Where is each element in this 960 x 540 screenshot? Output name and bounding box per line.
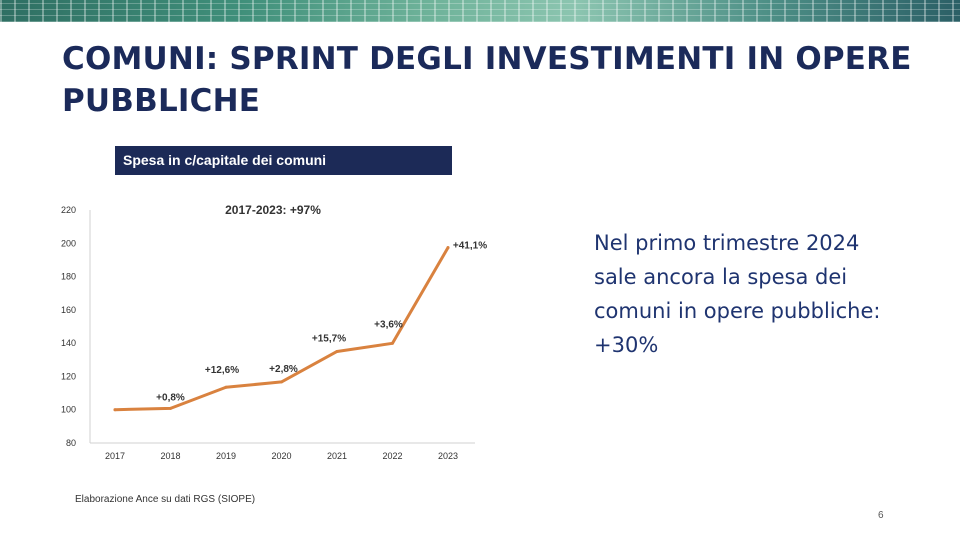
source-note: Elaborazione Ance su dati RGS (SIOPE) <box>75 494 256 505</box>
data-point <box>446 246 450 250</box>
y-tick-label: 200 <box>61 238 76 248</box>
page-number: 6 <box>878 510 884 521</box>
data-label: +12,6% <box>205 365 239 376</box>
data-label: +41,1% <box>453 241 487 252</box>
y-tick-label: 140 <box>61 338 76 348</box>
data-point <box>169 406 172 410</box>
side-text: Nel primo trimestre 2024 sale ancora la … <box>594 231 881 357</box>
x-tick-label: 2019 <box>216 451 236 461</box>
x-tick-label: 2018 <box>160 451 180 461</box>
y-tick-label: 160 <box>61 305 76 315</box>
x-tick-label: 2021 <box>327 451 347 461</box>
data-point <box>335 349 339 353</box>
y-tick-label: 180 <box>61 272 76 282</box>
x-tick-label: 2017 <box>105 451 125 461</box>
y-tick-label: 220 <box>61 205 76 215</box>
y-tick-label: 120 <box>61 371 76 381</box>
data-label: +15,7% <box>312 333 346 344</box>
x-tick-label: 2022 <box>382 451 402 461</box>
data-label: +3,6% <box>374 319 403 330</box>
data-point <box>113 408 117 412</box>
chart-header: Spesa in c/capitale dei comuni <box>115 146 452 175</box>
x-tick-label: 2020 <box>271 451 291 461</box>
slide-title: COMUNI: SPRINT DEGLI INVESTIMENTI IN OPE… <box>62 41 912 119</box>
data-point <box>280 380 283 384</box>
top-banner <box>0 0 960 22</box>
data-point <box>391 341 394 345</box>
data-label: +0,8% <box>156 392 185 403</box>
y-tick-label: 100 <box>61 405 76 415</box>
x-tick-label: 2023 <box>438 451 458 461</box>
data-label: +2,8% <box>269 364 298 375</box>
chart-title: 2017-2023: +97% <box>225 203 321 217</box>
data-point <box>224 385 228 389</box>
y-tick-label: 80 <box>66 438 76 448</box>
